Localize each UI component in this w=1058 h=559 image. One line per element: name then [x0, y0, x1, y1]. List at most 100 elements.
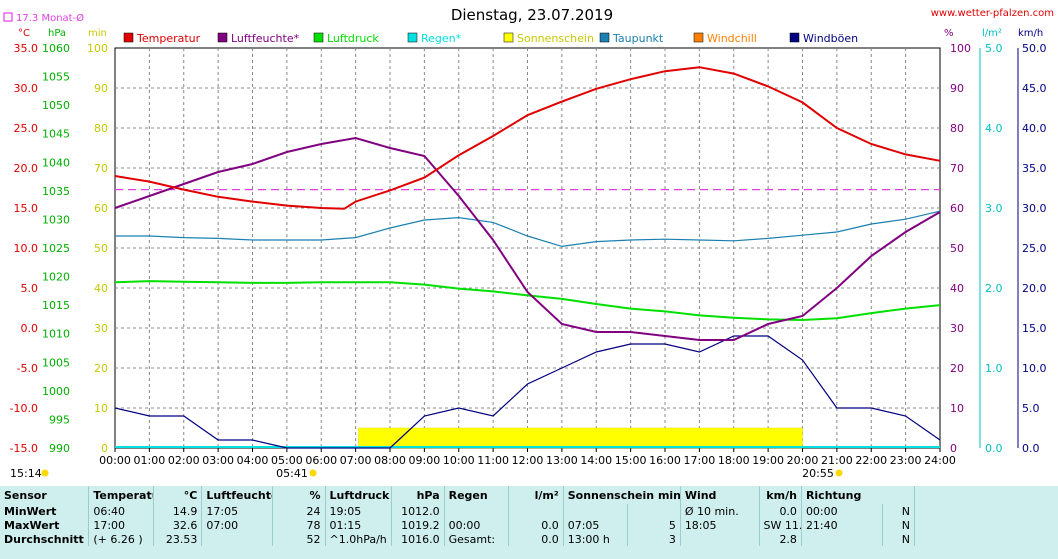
current-time-label: 15:14 [10, 467, 42, 480]
stats-row-label: MaxWert [0, 518, 90, 532]
stats-cell: 13:00 h [563, 532, 629, 546]
wind-axis-label: 40.0 [1022, 122, 1047, 135]
stats-cell [508, 504, 564, 518]
stats-cell: 3 [627, 532, 681, 546]
humidity-axis-label: 90 [950, 82, 964, 95]
humidity-axis-label: 80 [950, 122, 964, 135]
stats-header-spacer [915, 486, 1058, 504]
x-tick-label: 07:00 [340, 454, 372, 467]
website-link[interactable]: www.wetter-pfalzen.com [931, 8, 1054, 19]
chart-bottom-info: 15:14 05:41 20:55 [10, 467, 843, 480]
x-tick-label: 20:00 [787, 454, 819, 467]
stats-cell: N [882, 504, 916, 518]
sunshine-axis-label: 100 [87, 42, 108, 55]
stats-header-press: Luftdruck [325, 486, 393, 504]
x-tick-label: 21:00 [821, 454, 853, 467]
stats-cell: 5 [627, 518, 681, 532]
x-tick-label: 14:00 [580, 454, 612, 467]
stats-cell: 78 [272, 518, 326, 532]
humidity-axis-label: 40 [950, 282, 964, 295]
x-tick-label: 04:00 [237, 454, 269, 467]
stats-cell: Ø 10 min. [680, 504, 760, 518]
pressure-axis-label: 1035 [42, 185, 70, 198]
stats-cell [201, 532, 274, 546]
stats-cell: 1012.0 [391, 504, 445, 518]
sunshine-axis-label: 20 [94, 362, 108, 375]
legend-label: Regen* [421, 32, 462, 45]
stats-header-sensor: Sensor [0, 486, 90, 504]
stats-spacer [915, 518, 1058, 532]
stats-cell: 07:00 [201, 518, 274, 532]
stats-cell [444, 504, 510, 518]
pressure-axis-label: 1030 [42, 213, 70, 226]
x-tick-label: 15:00 [615, 454, 647, 467]
temp-axis-label: -15.0 [10, 442, 38, 455]
temp-axis-label: 15.0 [14, 202, 39, 215]
humidity-axis-label: 20 [950, 362, 964, 375]
wind-axis-label: 50.0 [1022, 42, 1047, 55]
stats-cell: 23.53 [153, 532, 203, 546]
x-tick-label: 08:00 [374, 454, 406, 467]
pressure-axis-label: 1050 [42, 99, 70, 112]
humidity-axis-label: 10 [950, 402, 964, 415]
legend-swatch [313, 32, 324, 43]
legend-label: Luftdruck [327, 32, 379, 45]
stats-cell [801, 532, 883, 546]
stats-cell: 1019.2 [391, 518, 445, 532]
rain-axis-label: 3.0 [985, 202, 1003, 215]
stats-cell: 0.0 [508, 518, 564, 532]
stats-cell: 18:05 [680, 518, 760, 532]
pressure-axis-label: 1025 [42, 242, 70, 255]
x-tick-label: 24:00 [924, 454, 956, 467]
rain-axis-label: 0.0 [985, 442, 1003, 455]
temp-axis-label: 35.0 [14, 42, 39, 55]
humidity-axis-label: 60 [950, 202, 964, 215]
stats-cell [563, 504, 629, 518]
x-tick-label: 01:00 [134, 454, 166, 467]
stats-row-min: MinWert 06:40 14.9 17:05 24 19:05 1012.0… [0, 504, 1058, 518]
pressure-axis-label: 1015 [42, 299, 70, 312]
sunshine-axis-label: 30 [94, 322, 108, 335]
legend-label: Sonnenschein [517, 32, 594, 45]
pressure-axis-label: 995 [49, 413, 70, 426]
stats-cell: 1016.0 [391, 532, 445, 546]
temp-axis-label: 30.0 [14, 82, 39, 95]
stats-cell: ^1.0hPa/h [325, 532, 393, 546]
stats-cell: 14.9 [153, 504, 203, 518]
x-tick-label: 16:00 [649, 454, 681, 467]
x-tick-label: 09:00 [409, 454, 441, 467]
pressure-axis-label: 1020 [42, 271, 70, 284]
sun-icon [41, 469, 49, 477]
temp-axis-label: -5.0 [17, 362, 38, 375]
stats-cell: 2.8 [759, 532, 802, 546]
stats-header-hum-unit: % [272, 486, 326, 504]
sunshine-axis-label: 70 [94, 162, 108, 175]
series-line-luftdruck [114, 280, 941, 322]
stats-cell: N [882, 518, 916, 532]
unit-celsius: °C [18, 28, 30, 39]
series-line-temperatur [114, 66, 941, 210]
unit-lm2: l/m² [982, 28, 1002, 39]
pressure-axis-label: 1000 [42, 385, 70, 398]
x-tick-label: 05:00 [271, 454, 303, 467]
stats-spacer [915, 504, 1058, 518]
monthly-avg-label: 17.3 Monat-Ø [16, 12, 84, 24]
wind-axis-label: 5.0 [1022, 402, 1040, 415]
stats-cell: 0.0 [508, 532, 564, 546]
wind-axis-label: 30.0 [1022, 202, 1047, 215]
stats-cell: 24 [272, 504, 326, 518]
sunrise-sun-icon [309, 469, 317, 477]
monthly-avg-marker-icon [3, 12, 13, 22]
stats-header-press-unit: hPa [391, 486, 445, 504]
statistics-table: Sensor Temperatur °C Luftfeuchte % Luftd… [0, 486, 1058, 559]
pressure-axis-label: 1055 [42, 71, 70, 84]
legend-label: Luftfeuchte* [231, 32, 300, 45]
stats-cell: 06:40 [88, 504, 154, 518]
stats-row-label: Durchschnitt [0, 532, 90, 546]
wind-axis-label: 25.0 [1022, 242, 1047, 255]
humidity-axis-label: 30 [950, 322, 964, 335]
stats-cell: Gesamt: [444, 532, 510, 546]
sunshine-axis-label: 0 [101, 442, 108, 455]
pressure-axis-label: 990 [49, 442, 70, 455]
